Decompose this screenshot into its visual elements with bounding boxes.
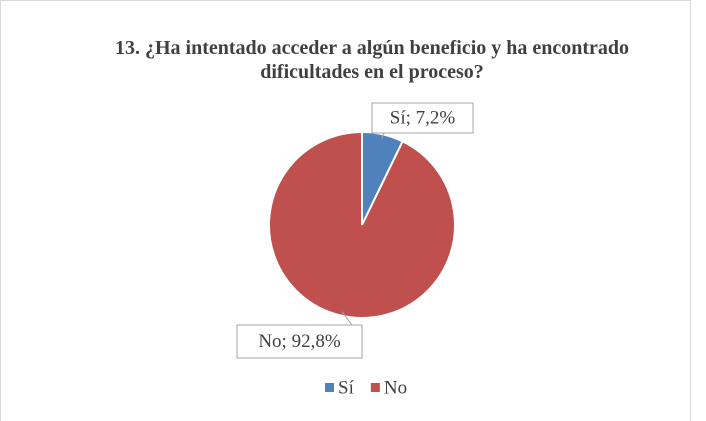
label-box <box>371 102 474 134</box>
leader-line <box>341 311 353 326</box>
legend-swatch <box>370 383 380 392</box>
data-label: Sí; 7,2% <box>390 107 456 128</box>
pie-slice <box>268 130 456 319</box>
chart-title: 13. ¿Ha intentado acceder a algún benefi… <box>114 37 630 83</box>
label-box <box>236 324 363 359</box>
legend-swatch <box>325 383 334 392</box>
legend-label: No <box>384 377 407 398</box>
data-label: No; 92,8% <box>258 331 341 352</box>
leader-line <box>381 132 385 139</box>
legend-label: Sí <box>338 377 355 398</box>
